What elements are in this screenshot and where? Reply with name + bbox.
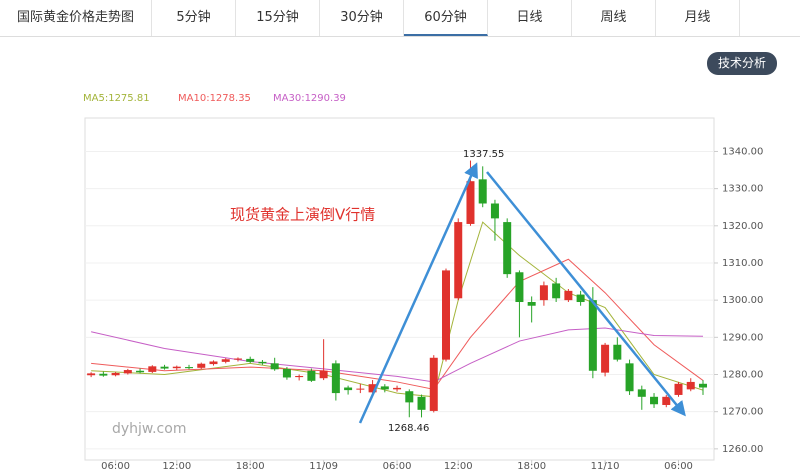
candle-body [197,363,206,368]
candle-body [442,270,451,360]
plot-frame [84,117,715,461]
candle-body [356,388,365,390]
tab[interactable]: 15分钟 [236,0,320,36]
candle-body [136,370,145,373]
candle-body [662,396,671,405]
candle-body [601,344,610,373]
arrow-up [358,162,478,424]
arrow-down [486,171,686,417]
y-tick-label: 1280.00 [722,370,763,381]
candle-body [527,302,536,306]
candle-body [99,373,108,376]
candle-body [258,361,267,364]
y-tick-label: 1320.00 [722,221,763,232]
candle-body [331,363,340,394]
x-tick-label: 18:00 [517,461,546,472]
candle-body [160,366,169,369]
candle-body [588,300,597,371]
candle-body [405,391,414,403]
ma-line [91,221,704,398]
candle-body [319,370,328,379]
candle-body [148,366,157,372]
candle-body [576,294,585,303]
candle-body [172,366,181,369]
candle-body [625,363,634,392]
y-tick-label: 1270.00 [722,407,763,418]
annotation: 现货黄金上演倒V行情 [230,206,375,224]
candle-body [270,363,279,370]
y-tick-label: 1310.00 [722,258,763,269]
candle-body [650,396,659,405]
candle-body [478,179,487,204]
candle-body [454,222,463,299]
y-tick-label: 1340.00 [722,146,763,157]
candle-body [111,373,120,376]
candle-body [307,370,316,381]
candle-body [209,361,218,365]
candle-body [564,290,573,301]
candle-body [123,370,132,374]
x-tick-label: 06:00 [101,461,130,472]
candle-body [344,387,353,391]
candle-body [552,283,561,299]
y-tick-label: 1290.00 [722,332,763,343]
x-tick-label: 06:00 [664,461,693,472]
candle-body [466,181,475,224]
candle-body [686,381,695,390]
candle-body [368,384,377,393]
tab[interactable]: 月线 [656,0,740,36]
x-tick-label: 11/10 [591,461,620,472]
candle-body [515,272,524,303]
candle-body [233,358,242,360]
x-tick-label: 12:00 [444,461,473,472]
candle-body [490,203,499,219]
candle-body [87,373,96,376]
candle-body [429,357,438,411]
tab[interactable]: 30分钟 [320,0,404,36]
high-label: 1337.55 [463,149,504,160]
candle-body [637,389,646,397]
candle-body [380,386,389,390]
candle-body [185,367,194,369]
watermark: dyhjw.com [112,421,186,437]
tab[interactable]: 日线 [488,0,572,36]
candle-body [246,358,255,362]
x-tick-label: 11/09 [309,461,338,472]
low-label: 1268.46 [388,423,429,434]
legend-entry: MA30:1290.39 [273,93,346,104]
tab[interactable]: 60分钟 [404,0,488,36]
candle-body [221,359,230,362]
x-tick-label: 18:00 [236,461,265,472]
x-tick-label: 12:00 [162,461,191,472]
legend-entry: MA5:1275.81 [83,93,150,104]
ma-line [91,258,704,390]
tab-bar: 国际黄金价格走势图 5分钟 15分钟 30分钟 60分钟 日线 周线 月线 [0,0,800,37]
x-tick-label: 06:00 [383,461,412,472]
y-tick-label: 1330.00 [722,184,763,195]
y-tick-label: 1260.00 [722,444,763,455]
candle-body [393,387,402,390]
candle-body [282,368,291,378]
tab[interactable]: 5分钟 [152,0,236,36]
ma-line [91,327,703,383]
candle-body [674,383,683,395]
candle-body [613,344,622,360]
candle-body [417,396,426,410]
candle-body [539,285,548,301]
candle-body [698,383,707,388]
candle-body [503,222,512,275]
y-tick-label: 1300.00 [722,295,763,306]
analysis-button[interactable]: 技术分析 [707,52,777,75]
candle-body [295,375,304,378]
tab[interactable]: 周线 [572,0,656,36]
tab[interactable]: 国际黄金价格走势图 [0,0,152,36]
legend-entry: MA10:1278.35 [178,93,251,104]
